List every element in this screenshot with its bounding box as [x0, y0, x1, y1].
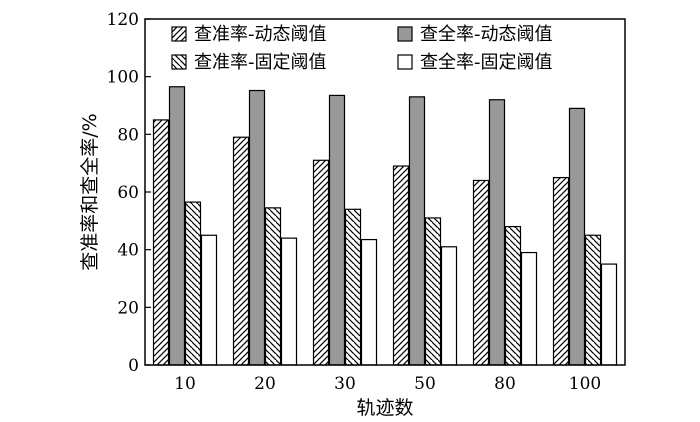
x-tick-label: 100 [569, 374, 601, 394]
y-tick-label: 100 [107, 68, 139, 88]
bar-series-2-20 [264, 207, 282, 366]
legend-swatch [397, 26, 413, 42]
legend-label: 查准率-固定阈值 [194, 52, 327, 73]
bar-series-2-10 [184, 201, 202, 366]
bar-series-0-100 [552, 176, 570, 366]
bar-series-2-50 [424, 217, 442, 366]
x-axis-title: 轨迹数 [356, 397, 413, 419]
bar-series-2-80 [504, 226, 522, 366]
y-tick-label: 0 [128, 356, 139, 376]
bar-series-1-10 [168, 86, 186, 366]
legend-label: 查准率-动态阈值 [194, 24, 327, 45]
legend-swatch [171, 54, 187, 70]
y-axis: 0 20 40 60 80 100 120 [107, 10, 151, 376]
y-axis-title: 查准率和查全率/% [79, 113, 101, 270]
bar-series-1-80 [488, 99, 506, 366]
legend-swatch [171, 26, 187, 42]
bars [152, 86, 618, 366]
bar-series-1-100 [568, 107, 586, 366]
bar-series-3-30 [360, 238, 378, 366]
bar-series-0-30 [312, 159, 330, 366]
x-tick-label: 80 [494, 374, 516, 394]
y-tick-label: 80 [117, 125, 139, 145]
bar-series-0-20 [232, 136, 250, 366]
legend-label: 查全率-动态阈值 [420, 24, 553, 45]
bar-series-0-80 [472, 179, 490, 366]
bar-series-3-50 [440, 246, 458, 366]
y-tick-label: 120 [107, 10, 139, 30]
legend-label: 查全率-固定阈值 [420, 52, 553, 73]
bar-series-3-20 [280, 237, 298, 366]
x-tick-label: 30 [334, 374, 356, 394]
bar-series-0-50 [392, 165, 410, 366]
y-tick-label: 20 [117, 298, 139, 318]
bar-series-1-50 [408, 96, 426, 366]
bar-series-2-100 [584, 234, 602, 366]
legend-swatch [397, 54, 413, 70]
x-tick-label: 10 [174, 374, 196, 394]
y-tick-label: 40 [117, 241, 139, 261]
x-tick-label: 20 [254, 374, 276, 394]
bar-series-0-10 [152, 119, 170, 366]
bar-series-3-100 [600, 263, 618, 366]
bar-series-1-30 [328, 94, 346, 366]
bar-series-1-20 [248, 89, 266, 366]
plot-frame [144, 18, 626, 366]
x-tick-label: 50 [414, 374, 436, 394]
bar-series-2-30 [344, 208, 362, 366]
y-tick-label: 60 [117, 183, 139, 203]
bar-series-3-10 [200, 234, 218, 366]
bar-series-3-80 [520, 251, 538, 366]
